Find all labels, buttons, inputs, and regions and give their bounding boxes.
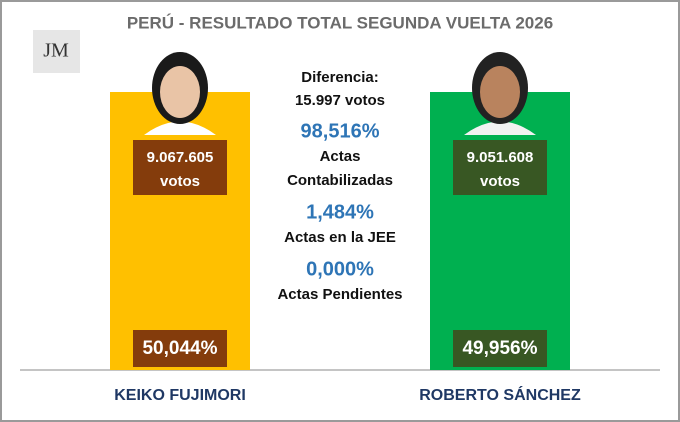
portrait-body <box>464 121 536 135</box>
actas-percent: 98,516% <box>301 120 380 142</box>
actas-label: Actas Pendientes <box>277 286 402 303</box>
actas-percent: 0,000% <box>306 258 374 280</box>
portrait-body <box>144 121 216 135</box>
votes-box <box>453 140 547 195</box>
votes: 9.067.605 <box>147 149 214 166</box>
actas-label: Actas en la JEE <box>284 229 396 246</box>
candidate-name: KEIKO FUJIMORI <box>114 387 246 404</box>
votes-box <box>133 140 227 195</box>
title: PERÚ - RESULTADO TOTAL SEGUNDA VUELTA 20… <box>127 13 553 32</box>
portrait-face <box>480 66 520 118</box>
actas-percent: 1,484% <box>306 201 374 223</box>
votes-unit: votos <box>480 173 520 190</box>
votes: 9.051.608 <box>467 149 534 166</box>
percent-box <box>453 330 547 367</box>
difference: 15.997 votos <box>295 92 385 109</box>
votes-unit: votos <box>160 173 200 190</box>
portrait-face <box>160 66 200 118</box>
percent-box <box>133 330 227 367</box>
actas-label: Actas <box>320 148 361 165</box>
percent: 50,044% <box>142 338 217 359</box>
percent: 49,956% <box>462 338 537 359</box>
actas-label: Contabilizadas <box>287 172 393 189</box>
logo: JM <box>43 40 69 62</box>
candidates: 9.067.605 votos 50,044% KEIKO FUJIMORI 9.051… <box>110 52 581 404</box>
difference-label: Diferencia: <box>301 69 379 86</box>
logo-box <box>33 30 80 73</box>
candidate-bar <box>430 92 570 370</box>
summary: Diferencia: 15.997 votos 98,516% Actas Conta… <box>277 69 402 303</box>
candidate-name: ROBERTO SÁNCHEZ <box>419 385 581 404</box>
candidate-bar <box>110 92 250 370</box>
